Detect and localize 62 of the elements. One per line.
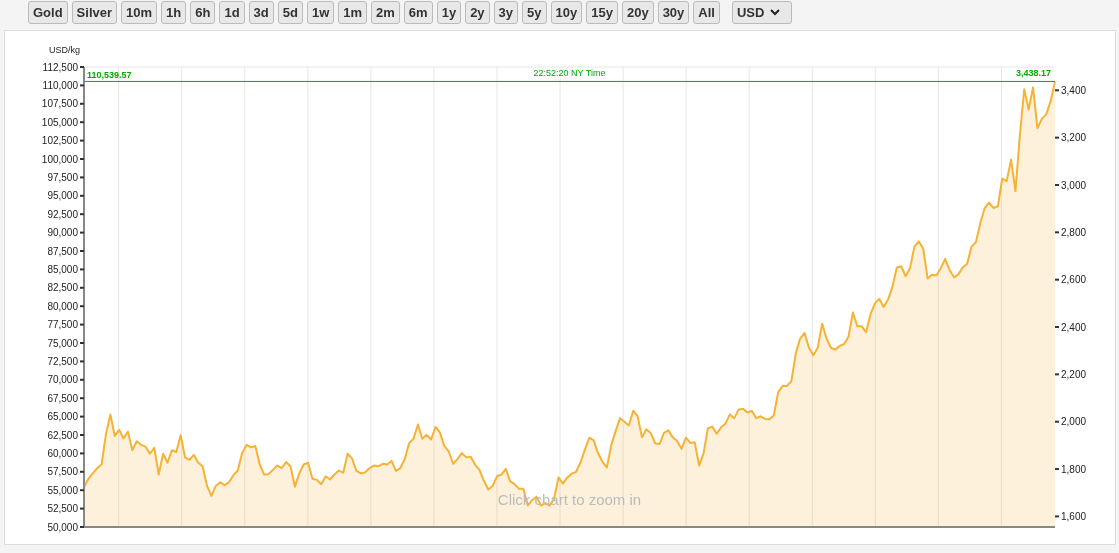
y-tick-label: 97,500: [47, 171, 79, 183]
y-tick-label: 67,500: [47, 392, 79, 404]
y-tick-label: 102,500: [41, 135, 79, 147]
y-tick-label: 57,500: [47, 466, 79, 478]
y-tick-label: 55,000: [47, 484, 79, 496]
text: Silver: [76, 4, 113, 21]
annotation: 3,438.17: [1015, 68, 1051, 79]
text: 5d: [282, 4, 298, 21]
y-tick-label: 85,000: [47, 263, 79, 275]
y-tick-label: 82,500: [47, 282, 79, 294]
text: 1h: [166, 4, 182, 21]
y-tick-label: 100,000: [41, 153, 79, 165]
text: 15y: [591, 4, 613, 21]
y-tick-label: 92,500: [47, 208, 79, 220]
y-tick-label: 50,000: [47, 521, 79, 533]
y2-tick-label: 1,600: [1061, 510, 1087, 522]
text: 2y: [470, 4, 485, 21]
y-tick-label: 107,500: [41, 98, 79, 110]
ref-line-label: 110,539.57: [87, 70, 132, 81]
text: 3d: [253, 4, 269, 21]
y-tick-label: 87,500: [47, 245, 79, 257]
text: USD: [736, 4, 765, 21]
y2-tick-label: 2,400: [1061, 321, 1087, 333]
y2-tick-label: 3,200: [1061, 132, 1087, 144]
y-tick-label: 65,000: [47, 411, 79, 423]
text: 1d: [224, 4, 240, 21]
y2-tick-label: 2,600: [1061, 274, 1087, 286]
y-tick-label: 95,000: [47, 190, 79, 202]
y2-tick-label: 3,000: [1061, 179, 1087, 191]
text: 6m: [408, 4, 428, 21]
text: 1y: [441, 4, 457, 21]
y2-tick-label: 2,200: [1061, 368, 1087, 380]
text: 20y: [626, 4, 649, 21]
y2-tick-label: 3,400: [1061, 84, 1087, 96]
y2-tick-label: 1,800: [1061, 463, 1087, 475]
y-tick-label: 75,000: [47, 337, 79, 349]
text: 1m: [343, 4, 363, 21]
y-tick-label: 80,000: [47, 300, 79, 312]
text: 30y: [662, 4, 685, 21]
y-tick-label: 70,000: [47, 374, 79, 386]
y-tick-label: 110,000: [42, 79, 79, 91]
annotation: 22:52:20 NY Time: [532, 68, 607, 79]
y-axis-title: USD/kg: [49, 45, 81, 55]
text: 10y: [555, 4, 578, 21]
y2-tick-label: 2,800: [1061, 226, 1087, 238]
text: Gold: [33, 4, 63, 21]
y-tick-label: 72,500: [47, 355, 79, 367]
y-tick-label: 105,000: [41, 116, 79, 128]
y-tick-label: 77,500: [47, 319, 79, 331]
y-tick-label: 52,500: [47, 503, 79, 515]
text: 2m: [376, 4, 395, 21]
y-tick-label: 62,500: [47, 429, 79, 441]
y-tick-label: 112,500: [42, 61, 79, 73]
text: 5y: [527, 4, 542, 21]
text: 1w: [311, 4, 330, 21]
text: 3y: [498, 4, 514, 21]
y2-tick-label: 2,000: [1061, 416, 1087, 428]
text: All: [698, 4, 715, 21]
text: 10m: [126, 4, 153, 21]
text: 6h: [195, 4, 211, 21]
y-tick-label: 90,000: [47, 227, 79, 239]
y-tick-label: 60,000: [47, 447, 79, 459]
